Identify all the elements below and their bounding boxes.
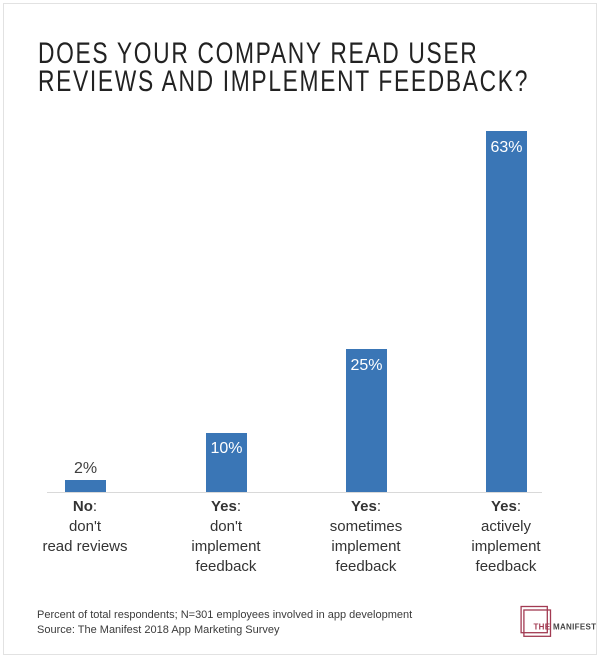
svg-text:MANIFEST: MANIFEST	[553, 623, 596, 632]
svg-text:THE: THE	[534, 623, 551, 632]
